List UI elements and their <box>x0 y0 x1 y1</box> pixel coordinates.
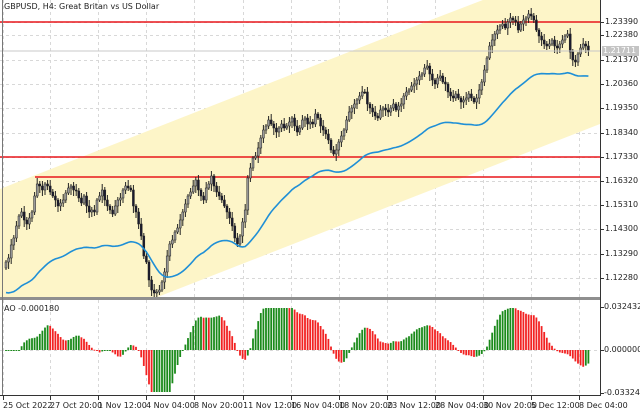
time-axis-label: 18 Nov 20:00 <box>339 401 393 410</box>
time-axis-label: 1 Nov 12:00 <box>98 401 147 410</box>
indicator-axis-label: 0.000000 <box>604 345 640 354</box>
time-axis-label: 8 Nov 20:00 <box>194 401 243 410</box>
horizontal-levels[interactable] <box>0 21 600 178</box>
time-axis-label: 5 Dec 12:00 <box>531 401 580 410</box>
price-axis-label: 1.19350 <box>605 103 639 112</box>
price-axis-label: 1.13290 <box>605 249 639 258</box>
moving-average-line[interactable] <box>5 71 589 294</box>
ao-indicator-label: AO -0.000180 <box>4 304 60 313</box>
price-axis-label: 1.14300 <box>605 224 639 233</box>
price-axis-label: 1.20360 <box>605 79 639 88</box>
price-axis-label: 1.22380 <box>605 30 639 39</box>
indicator-axis-label: -0.033243 <box>604 388 640 397</box>
current-price-tag: 1.21711 <box>602 46 639 56</box>
time-axis-label: 4 Nov 04:00 <box>146 401 195 410</box>
chart-title: GBPUSD, H4: Great Britan vs US Dollar <box>4 2 160 11</box>
price-axis-label: 1.16320 <box>605 176 639 185</box>
axis-ticks <box>3 22 604 400</box>
time-axis-label: 16 Nov 04:00 <box>291 401 345 410</box>
time-axis-label: 8 Dec 04:00 <box>579 401 628 410</box>
price-axis-label: 1.18340 <box>605 128 639 137</box>
price-channel[interactable] <box>0 0 600 300</box>
time-axis-label: 11 Nov 12:00 <box>243 401 297 410</box>
time-axis-label: 25 Oct 2022 <box>3 401 53 410</box>
time-axis-label: 28 Nov 04:00 <box>435 401 489 410</box>
price-axis-label: 1.21370 <box>605 55 639 64</box>
price-axis-label: 1.17330 <box>605 152 639 161</box>
candles <box>4 8 590 298</box>
time-axis-label: 23 Nov 12:00 <box>387 401 441 410</box>
pane-separator[interactable] <box>0 297 600 300</box>
indicator-axis-label: 0.032432 <box>604 302 640 311</box>
time-axis-label: 30 Nov 20:00 <box>483 401 537 410</box>
awesome-oscillator-bars <box>5 308 590 392</box>
price-axis-label: 1.12280 <box>605 273 639 282</box>
time-axis-label: 27 Oct 20:00 <box>50 401 103 410</box>
price-axis-label: 1.15310 <box>605 200 639 209</box>
price-axis-label: 1.23390 <box>605 17 639 26</box>
